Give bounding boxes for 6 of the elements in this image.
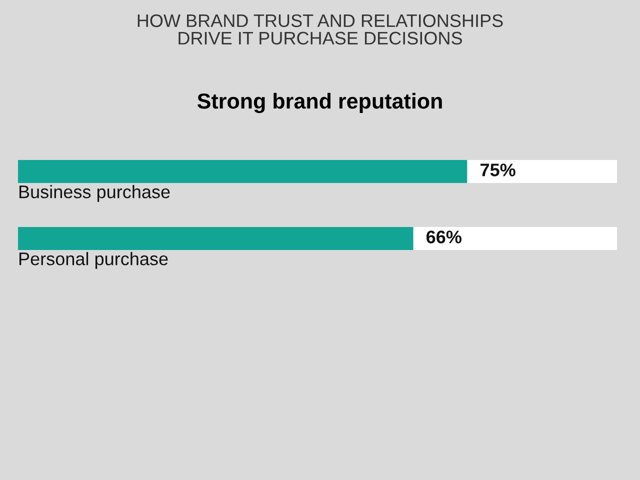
y-tick-label: Business purchase [19,185,170,202]
data-label: 75% [480,164,516,176]
chart-title: HOW BRAND TRUST AND RELATIONSHIPS DRIVE IT PURCHASE DECISIONS [138,14,503,45]
y-tick-label: Personal purchase [19,252,168,269]
chart-subtitle: Strong brand reputation [197,92,442,114]
data-label: 66% [426,230,462,244]
